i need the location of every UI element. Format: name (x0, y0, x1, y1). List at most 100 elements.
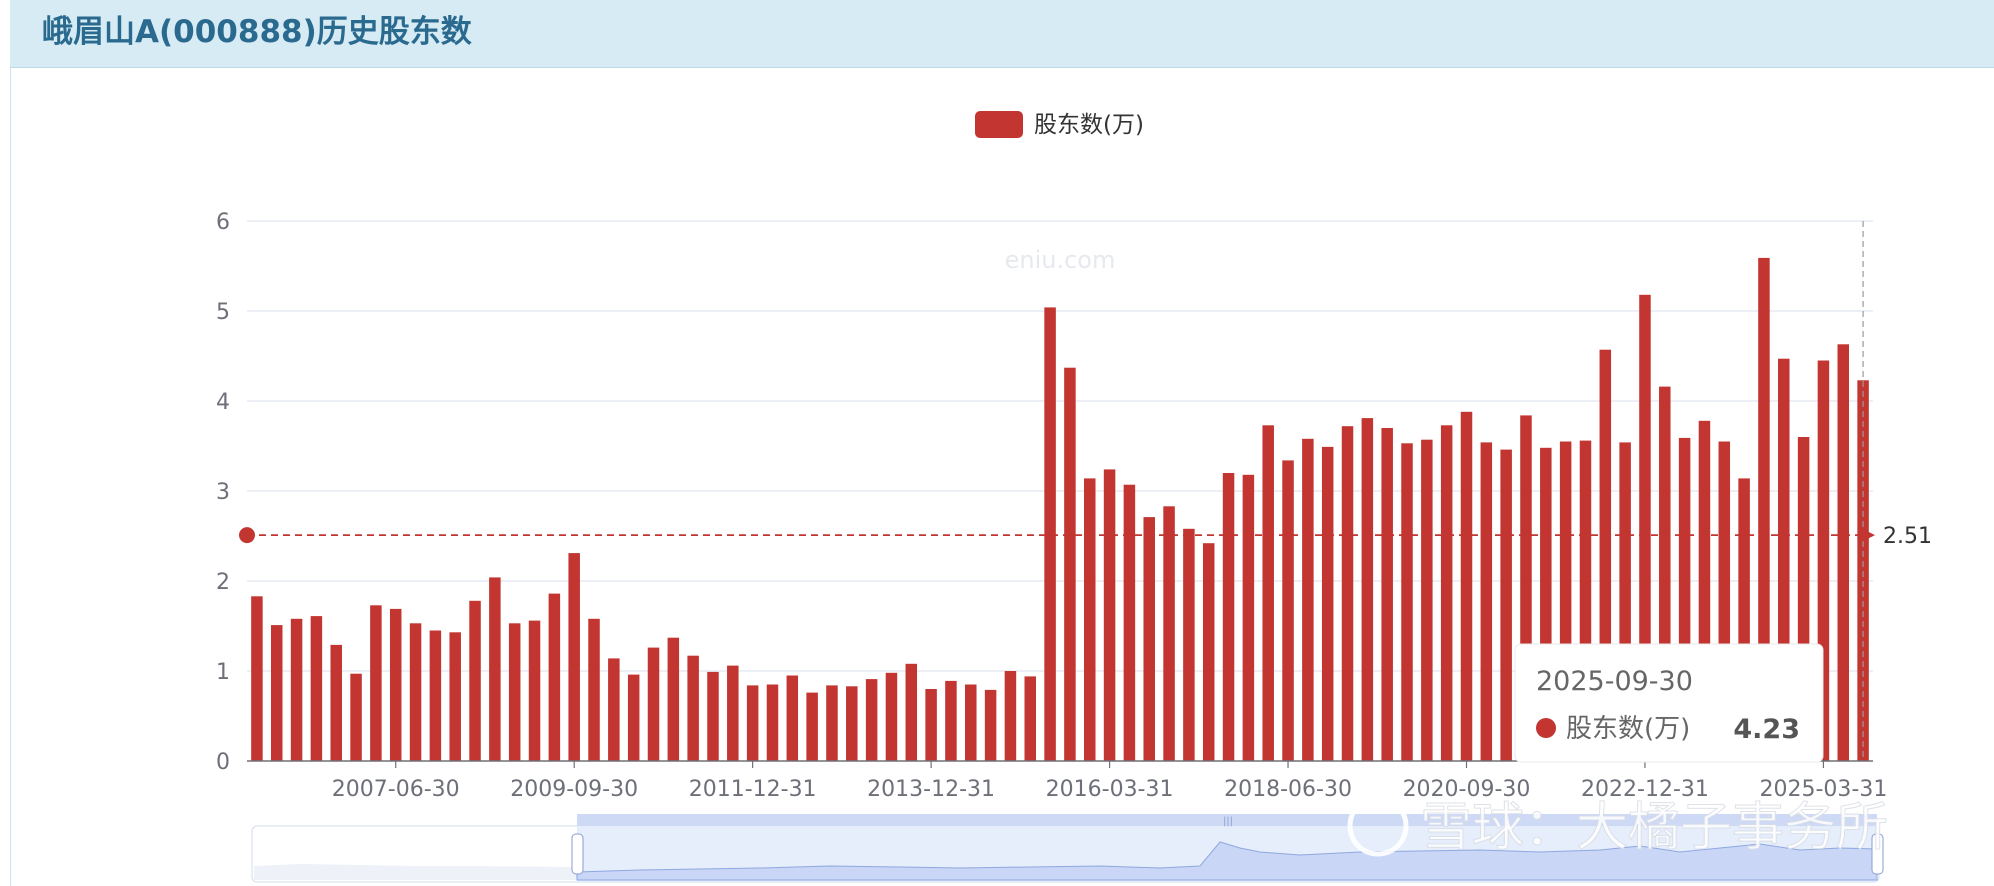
bar[interactable] (667, 637, 680, 761)
bar[interactable] (489, 577, 501, 761)
bar[interactable] (389, 608, 402, 761)
bar[interactable] (1361, 418, 1374, 761)
bar[interactable] (528, 620, 541, 761)
bar[interactable] (806, 692, 818, 761)
bar[interactable] (409, 623, 422, 761)
bar[interactable] (270, 625, 283, 761)
bar[interactable] (965, 684, 977, 762)
bar[interactable] (1678, 437, 1691, 761)
bar[interactable] (1262, 425, 1274, 761)
x-tick-label: 2013-12-31 (867, 777, 995, 802)
bar[interactable] (905, 663, 918, 761)
bar[interactable] (1440, 425, 1453, 761)
bar[interactable] (608, 658, 620, 761)
bar[interactable] (1302, 438, 1314, 761)
bar[interactable] (330, 644, 342, 761)
xueqiu-watermark-text: 雪球：大橘子事务所 (1420, 798, 1888, 858)
page-title: 峨眉山A(000888)历史股东数 (42, 14, 472, 50)
bar[interactable] (865, 679, 878, 761)
bar[interactable] (687, 655, 699, 761)
bar[interactable] (1381, 428, 1393, 761)
bar[interactable] (766, 684, 779, 762)
bar[interactable] (290, 618, 303, 761)
bar[interactable] (1202, 543, 1215, 761)
xueqiu-watermark: 雪球：大橘子事务所 (1347, 795, 1889, 859)
slider-top-bar[interactable] (577, 814, 1877, 826)
bar[interactable] (1123, 484, 1136, 761)
bar[interactable] (1639, 294, 1651, 761)
bar[interactable] (627, 674, 640, 761)
bar[interactable] (1163, 506, 1175, 761)
markline-arrow-icon (1859, 527, 1875, 544)
slider-right-handle[interactable] (1871, 833, 1884, 875)
bar[interactable] (1421, 439, 1433, 761)
bar[interactable] (846, 686, 858, 761)
slider-left-handle[interactable] (571, 833, 584, 875)
legend-label[interactable]: 股东数(万) (1034, 112, 1144, 138)
bar[interactable] (251, 596, 263, 761)
slider-preview-left (254, 864, 577, 880)
bar[interactable] (786, 675, 799, 762)
bar[interactable] (449, 632, 461, 761)
bar[interactable] (1321, 446, 1334, 761)
bar[interactable] (1341, 426, 1354, 761)
bar[interactable] (1579, 440, 1592, 761)
bar[interactable] (1659, 386, 1671, 761)
bar[interactable] (1242, 474, 1255, 761)
bar[interactable] (826, 685, 838, 761)
bar[interactable] (1103, 469, 1116, 761)
tooltip: 2025-09-30 股东数(万) 4.23 (1514, 643, 1824, 763)
bar[interactable] (1718, 441, 1731, 762)
bar[interactable] (984, 689, 997, 761)
bar[interactable] (310, 616, 323, 761)
bar[interactable] (429, 630, 442, 762)
bar[interactable] (1599, 349, 1612, 761)
x-tick-label: 2025-03-31 (1759, 777, 1887, 802)
bar[interactable] (1480, 442, 1493, 761)
bar[interactable] (1619, 442, 1631, 761)
bar[interactable] (1758, 257, 1770, 761)
bar[interactable] (548, 593, 561, 761)
bar[interactable] (707, 671, 719, 761)
bar[interactable] (1044, 307, 1056, 761)
bar[interactable] (945, 680, 957, 761)
bar[interactable] (885, 672, 898, 761)
bar[interactable] (508, 623, 521, 761)
bar[interactable] (1401, 443, 1413, 761)
bar[interactable] (370, 605, 382, 761)
legend-swatch[interactable] (975, 111, 1023, 138)
bar[interactable] (588, 618, 600, 761)
bar[interactable] (1738, 478, 1750, 761)
bar[interactable] (1857, 380, 1869, 761)
bar[interactable] (469, 600, 481, 761)
bar[interactable] (568, 553, 580, 761)
bar[interactable] (1500, 449, 1512, 761)
bar[interactable] (1698, 420, 1711, 761)
bar[interactable] (1222, 473, 1235, 761)
bar[interactable] (1183, 528, 1195, 761)
bar[interactable] (1460, 411, 1473, 761)
tooltip-box (1514, 643, 1824, 763)
bar[interactable] (1282, 460, 1294, 761)
data-zoom-slider[interactable]: ||| (251, 814, 1884, 883)
bar[interactable] (1817, 360, 1830, 762)
bar[interactable] (647, 647, 660, 761)
bar[interactable] (1520, 415, 1532, 761)
x-tick-label: 2007-06-30 (332, 777, 460, 802)
bar[interactable] (925, 689, 937, 761)
bar[interactable] (727, 665, 739, 761)
bar[interactable] (1797, 437, 1810, 761)
tooltip-marker (1536, 718, 1556, 738)
slider-grip-icon[interactable]: ||| (1223, 816, 1233, 827)
bar[interactable] (1064, 367, 1076, 761)
bar[interactable] (1540, 447, 1552, 761)
bar[interactable] (1778, 358, 1790, 761)
bar[interactable] (1559, 441, 1572, 762)
bar[interactable] (1143, 517, 1155, 761)
bar[interactable] (1004, 671, 1017, 761)
bar[interactable] (1837, 344, 1850, 761)
bar[interactable] (1083, 478, 1096, 761)
bar[interactable] (1024, 676, 1037, 761)
bar[interactable] (350, 673, 362, 761)
bar[interactable] (746, 685, 759, 761)
